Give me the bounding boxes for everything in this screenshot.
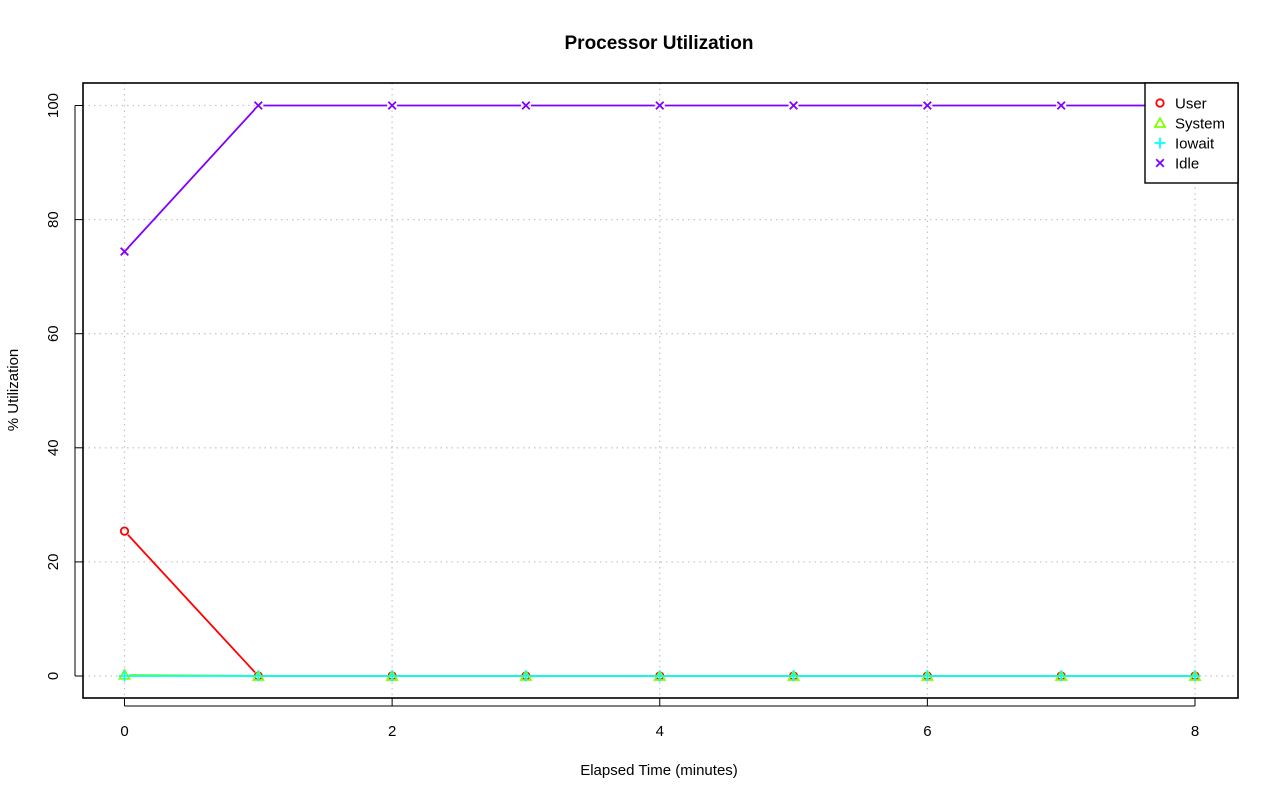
x-tick-label: 0 [120, 723, 128, 740]
y-tick-label: 80 [45, 211, 62, 228]
data-point-idle [253, 101, 263, 110]
legend: User System Iowait Idle [1144, 82, 1239, 184]
data-point-idle [387, 101, 397, 110]
data-point-idle [1056, 101, 1066, 110]
plot-frame [82, 82, 1239, 699]
x-tick-label: 6 [923, 723, 931, 740]
data-point-iowait [520, 670, 532, 682]
series-user [119, 526, 1200, 681]
grid [83, 83, 1238, 698]
y-tick-label: 100 [45, 93, 62, 118]
series-line-idle [127, 108, 256, 249]
series-iowait [119, 670, 1201, 682]
data-point-idle [521, 101, 531, 110]
legend-label-system: System [1175, 116, 1225, 133]
legend-marker-idle [1155, 158, 1165, 168]
data-point-iowait [386, 670, 398, 682]
legend-label-idle: Idle [1175, 156, 1199, 173]
legend-label-iowait: Iowait [1175, 136, 1215, 153]
series-line-user [127, 534, 256, 673]
x-tick-label: 8 [1191, 723, 1199, 740]
data-point-user [119, 526, 130, 536]
legend-marker-system [1153, 116, 1167, 128]
y-tick-label: 60 [45, 325, 62, 342]
data-point-iowait [654, 670, 666, 682]
chart-title: Processor Utilization [565, 33, 754, 54]
x-tick-label: 4 [656, 723, 664, 740]
plot-area [117, 101, 1202, 682]
data-point-iowait [119, 670, 130, 682]
y-tick-label: 0 [45, 672, 62, 680]
data-point-idle [120, 247, 129, 256]
data-point-idle [655, 101, 665, 110]
legend-label-user: User [1175, 96, 1207, 113]
y-tick-label: 40 [45, 439, 62, 456]
data-point-iowait [921, 670, 933, 682]
data-point-idle [922, 101, 932, 110]
data-point-iowait [1189, 670, 1201, 682]
legend-marker-iowait [1154, 137, 1166, 149]
series-idle [120, 101, 1200, 256]
data-point-iowait [252, 670, 264, 682]
data-point-iowait [1055, 670, 1067, 682]
y-axis-label: % Utilization [5, 349, 22, 432]
y-tick-label: 20 [45, 554, 62, 571]
x-axis-label: Elapsed Time (minutes) [580, 762, 738, 779]
legend-marker-user [1155, 98, 1165, 108]
data-point-idle [789, 101, 798, 110]
data-point-iowait [788, 670, 800, 682]
x-tick-label: 2 [388, 723, 396, 740]
